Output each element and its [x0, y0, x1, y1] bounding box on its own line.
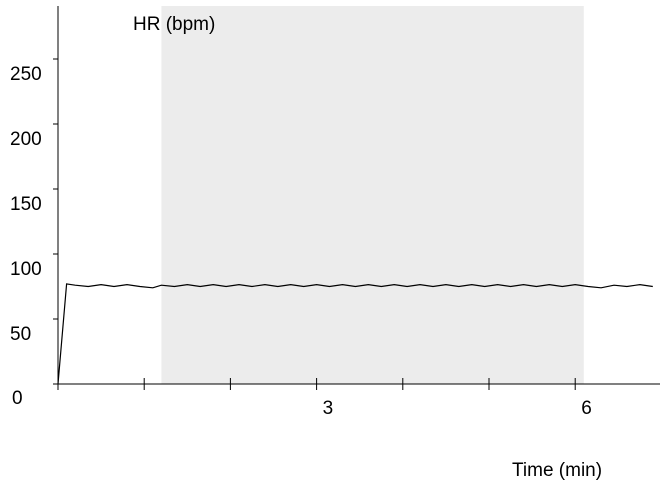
y-tick-label: 100: [10, 259, 42, 280]
y-tick-label: 50: [10, 324, 31, 345]
series-line-hr: [57, 283, 653, 385]
y-axis: 0 50 100 150 200 250: [10, 6, 59, 409]
y-tick-label: 200: [10, 129, 42, 150]
y-axis-label: HR (bpm): [133, 14, 215, 35]
y-tick-label: 150: [10, 194, 42, 215]
x-axis-label: Time (min): [512, 460, 602, 481]
x-tick-label: 6: [581, 398, 592, 419]
y-tick-label: 0: [12, 388, 23, 409]
y-tick-label: 250: [10, 64, 42, 85]
x-tick-label: 3: [323, 398, 334, 419]
shaded-region: [161, 6, 584, 384]
